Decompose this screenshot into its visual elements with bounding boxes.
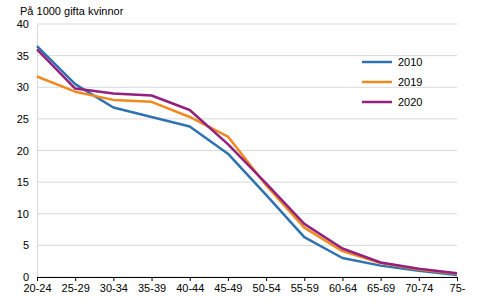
y-tick: 10 [17,208,37,220]
x-tick: 25-29 [62,277,90,294]
x-tick: 45-49 [214,277,242,294]
grid-line [37,150,457,151]
legend-item: 2019 [362,76,422,88]
x-axis-line [38,278,458,282]
x-tick-label: 70-74 [405,282,433,294]
x-tick-mark [228,277,229,281]
x-tick: 20-24 [23,277,51,294]
x-tick-mark [152,277,153,281]
legend-swatch [362,81,392,84]
x-tick-label: 55-59 [291,282,319,294]
legend-swatch [362,101,392,104]
series-line [37,46,457,275]
y-tick: 15 [17,176,37,188]
grid-line [37,55,457,56]
x-tick: 65-69 [367,277,395,294]
x-tick-mark [266,277,267,281]
x-tick-mark [113,277,114,281]
x-tick: 50-54 [253,277,281,294]
x-tick-label: 20-24 [23,282,51,294]
x-tick: 40-44 [176,277,204,294]
series-line [37,76,457,273]
x-tick-label: 25-29 [62,282,90,294]
series-line [37,49,457,273]
x-tick-label: 40-44 [176,282,204,294]
x-tick: 35-39 [138,277,166,294]
x-tick-mark [419,277,420,281]
x-tick-label: 65-69 [367,282,395,294]
lines [37,46,457,275]
y-axis: 0510152025303540 [17,18,38,283]
legend-item: 2020 [362,96,422,108]
y-tick-label: 15 [17,176,29,188]
legend-label: 2010 [398,56,422,68]
y-tick-label: 20 [17,145,29,157]
x-tick-label: 50-54 [253,282,281,294]
grid-line [37,245,457,246]
y-tick: 30 [17,81,37,93]
y-tick-label: 40 [17,18,29,30]
x-tick-mark [457,277,458,281]
grid-line [37,213,457,214]
x-tick: 30-34 [100,277,128,294]
x-tick: 75- [450,277,466,294]
x-tick-label: 35-39 [138,282,166,294]
y-axis-title: På 1000 gifta kvinnor [20,5,124,17]
x-tick: 70-74 [405,277,433,294]
y-tick: 35 [17,50,37,62]
y-tick-label: 5 [23,239,29,251]
legend-label: 2019 [398,76,422,88]
grid-line [37,24,457,25]
x-tick-label: 30-34 [100,282,128,294]
y-tick-label: 35 [17,50,29,62]
legend-swatch [362,61,392,64]
grid-line [37,87,457,88]
y-tick: 40 [17,18,37,30]
x-tick: 60-64 [329,277,357,294]
x-tick-mark [190,277,191,281]
legend-label: 2020 [398,96,422,108]
x-tick: 55-59 [291,277,319,294]
y-tick-label: 25 [17,113,29,125]
y-tick-label: 10 [17,208,29,220]
x-axis: 20-24 25-29 30-34 35-39 40-44 45-49 50-54 55-59… [23,277,465,294]
grid [37,24,457,277]
x-tick-label: 45-49 [214,282,242,294]
plot: 051015202530354020-2425-2930-3435-3940-4… [17,18,466,294]
y-axis-line [37,25,38,278]
y-tick: 25 [17,113,37,125]
grid-line [37,118,457,119]
x-tick-mark [304,277,305,281]
x-tick-mark [381,277,382,281]
y-tick: 5 [23,239,37,251]
grid-line [37,182,457,183]
legend: 2010 2019 2020 [362,56,422,108]
x-tick-label: 75- [450,282,466,294]
y-tick-label: 30 [17,81,29,93]
x-tick-mark [75,277,76,281]
x-tick-mark [342,277,343,281]
legend-item: 2010 [362,56,422,68]
x-tick-mark [37,277,38,281]
y-tick: 20 [17,145,37,157]
chart: 051015202530354020-2425-2930-3435-3940-4… [0,0,491,302]
x-tick-label: 60-64 [329,282,357,294]
